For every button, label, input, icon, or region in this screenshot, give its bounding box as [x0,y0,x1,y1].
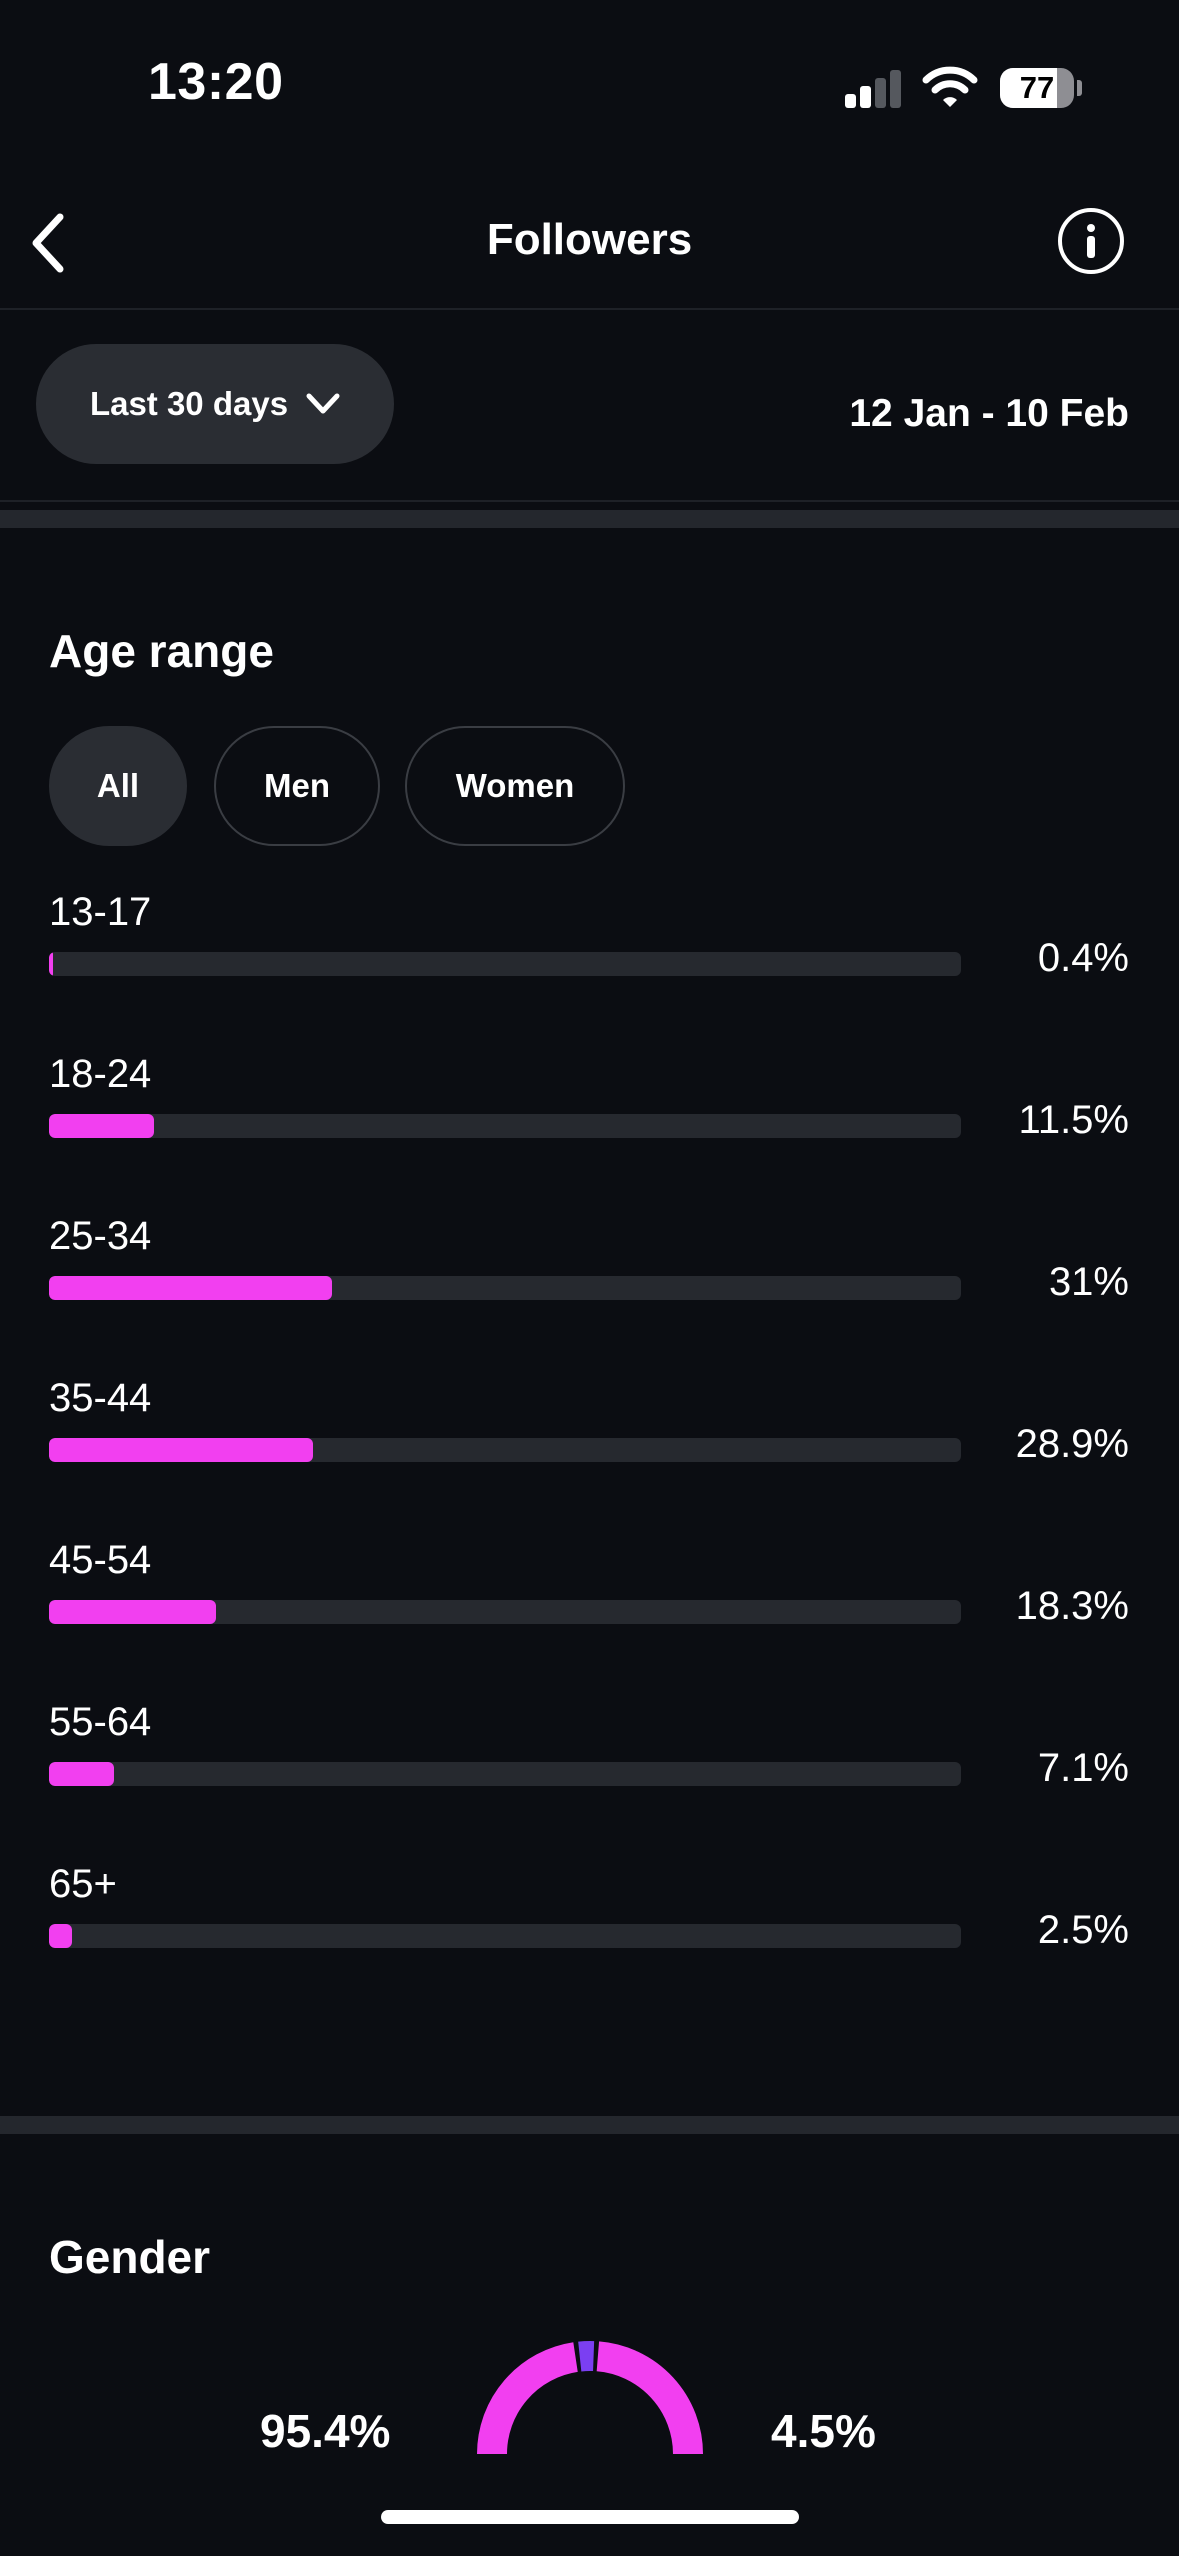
cellular-signal-icon [845,68,903,108]
age-row-bar-fill [49,1438,313,1462]
age-row-bar-track [49,1762,961,1786]
age-row-percent: 7.1% [1037,1746,1129,1790]
date-range-text: 12 Jan - 10 Feb [849,392,1129,435]
age-row-bar-track [49,1114,961,1138]
gender-donut-chart [477,2341,703,2455]
age-row-label: 45-54 [49,1538,152,1582]
chevron-left-icon [32,213,64,273]
filter-divider [0,500,1179,502]
wifi-icon [922,66,978,107]
age-row-bar-fill [49,1762,114,1786]
age-row-percent: 2.5% [1037,1908,1129,1952]
battery-level: 77 [1019,70,1055,105]
age-row-percent: 31% [1048,1260,1129,1304]
segment-women[interactable]: Women [405,726,625,846]
page-title: Followers [486,215,693,264]
nav-divider [0,308,1179,310]
age-row: 65+ 2.5% [0,1862,1179,2024]
segment-all[interactable]: All [49,726,187,846]
age-row: 13-17 0.4% [0,890,1179,1052]
age-row: 35-44 28.9% [0,1376,1179,1538]
age-row-label: 13-17 [49,890,152,934]
gender-title: Gender [49,2231,211,2283]
age-row-bar-fill [49,952,53,976]
gender-slice-primary [477,2342,579,2455]
age-row-bar-fill [49,1114,154,1138]
age-row: 45-54 18.3% [0,1538,1179,1700]
age-row-label: 65+ [49,1862,117,1906]
age-row-label: 55-64 [49,1700,152,1744]
age-row-percent: 28.9% [1015,1422,1129,1466]
age-row-label: 18-24 [49,1052,152,1096]
age-row-percent: 18.3% [1015,1584,1129,1628]
home-indicator [381,2510,799,2524]
age-row: 18-24 11.5% [0,1052,1179,1214]
battery-tip [1077,80,1082,96]
age-row: 25-34 31% [0,1214,1179,1376]
section-separator [0,2116,1179,2134]
battery-icon: 77 [1000,68,1074,108]
age-row-bar-fill [49,1924,72,1948]
age-row: 55-64 7.1% [0,1700,1179,1862]
date-range-dropdown-label: Last 30 days [89,385,289,422]
age-range-title: Age range [49,625,274,677]
age-row-label: 35-44 [49,1376,152,1420]
info-button[interactable] [1058,208,1124,274]
gender-left-percent: 95.4% [260,2405,391,2457]
age-row-label: 25-34 [49,1214,152,1258]
segment-men[interactable]: Men [214,726,380,846]
chevron-down-icon [306,393,340,414]
age-row-percent: 11.5% [1018,1098,1129,1142]
gender-slice-primary [596,2341,703,2455]
back-button[interactable] [18,205,78,281]
status-time: 13:20 [148,53,284,111]
age-row-bar-track [49,1438,961,1462]
age-row-bar-track [49,952,961,976]
age-row-bar-track [49,1276,961,1300]
age-row-bar-track [49,1600,961,1624]
date-range-dropdown[interactable]: Last 30 days [36,344,394,464]
info-icon [1087,224,1095,258]
section-separator [0,510,1179,528]
age-row-bar-fill [49,1600,216,1624]
age-row-bar-track [49,1924,961,1948]
gender-slice-secondary [578,2341,595,2372]
age-row-bar-fill [49,1276,332,1300]
age-row-percent: 0.4% [1037,936,1129,980]
gender-right-percent: 4.5% [771,2405,876,2457]
